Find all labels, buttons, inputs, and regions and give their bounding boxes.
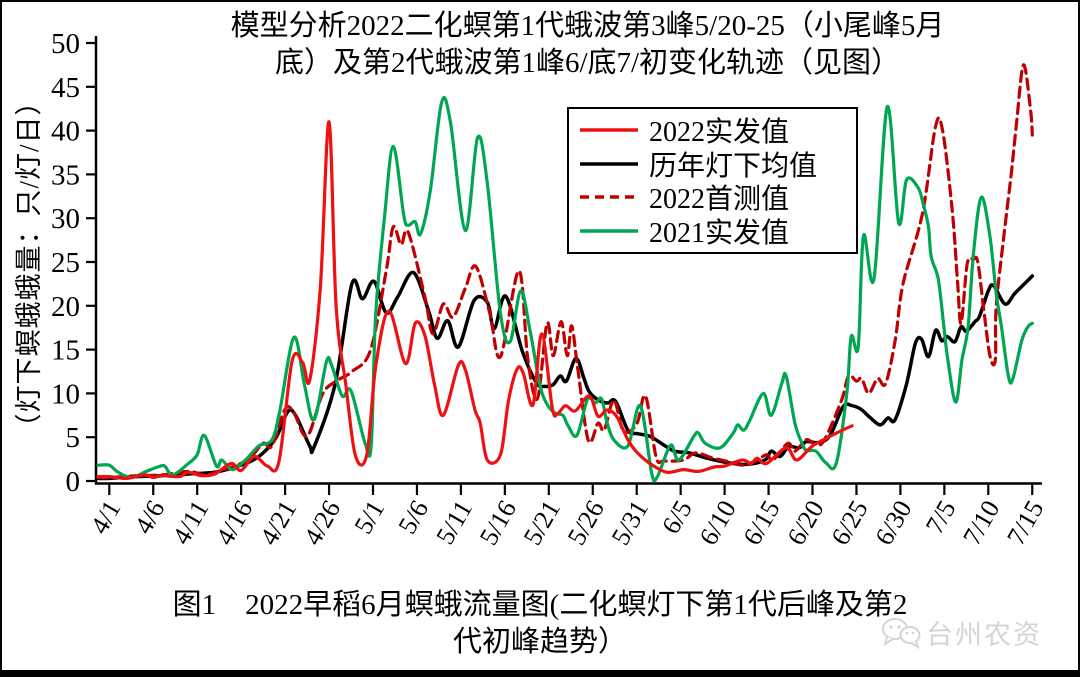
x-tick-label: 5/31 <box>606 496 654 551</box>
legend-line-sample <box>580 229 638 233</box>
legend-line-sample <box>580 161 638 166</box>
chart-title-line1: 模型分析2022二化螟第1代蛾波第3峰5/20-25（小尾峰5月 <box>230 10 945 42</box>
x-tick-label: 7/15 <box>1001 496 1049 551</box>
y-tick-label: 5 <box>66 422 81 454</box>
x-tick-label: 5/21 <box>518 496 566 551</box>
x-tick-label: 6/25 <box>825 496 873 551</box>
x-tick-label: 6/30 <box>869 496 917 551</box>
figure-caption-line2: 代初峰趋势） <box>452 626 627 658</box>
x-tick-label: 4/21 <box>254 496 302 551</box>
legend-row-3: 2021实发值 <box>579 215 850 249</box>
legend-label: 2022首测值 <box>649 184 790 216</box>
y-tick-label: 45 <box>51 72 80 104</box>
legend: 2022实发值 历年灯下均值 2022首测值 2021实发值 <box>567 107 858 254</box>
legend-label: 历年灯下均值 <box>649 150 818 182</box>
x-tick-label: 4/11 <box>167 496 215 550</box>
legend-row-2: 2022首测值 <box>579 181 850 215</box>
x-tick-label: 5/6 <box>392 496 434 539</box>
legend-row-0: 2022实发值 <box>579 113 850 148</box>
legend-label: 2021实发值 <box>649 218 790 250</box>
y-tick-label: 20 <box>51 291 80 323</box>
chart-title: 模型分析2022二化螟第1代蛾波第3峰5/20-25（小尾峰5月 底）及第2代蛾… <box>120 8 1055 82</box>
x-tick-label: 4/16 <box>210 496 258 551</box>
y-tick-label: 40 <box>51 116 80 148</box>
figure-caption: 图1 2022早稻6月螟蛾流量图(二化螟灯下第1代后峰及第2 代初峰趋势） <box>60 587 1020 661</box>
y-tick-label: 15 <box>51 335 80 367</box>
x-tick-label: 7/5 <box>920 496 962 539</box>
x-tick-label: 7/10 <box>957 496 1005 551</box>
y-axis-label: （灯下螟蛾蛾量：只/灯/日） <box>14 87 44 441</box>
x-tick-label: 4/6 <box>129 496 171 539</box>
x-tick-label: 5/16 <box>474 496 522 551</box>
x-tick-label: 6/5 <box>656 496 698 539</box>
axes <box>94 36 1042 485</box>
x-tick-label: 6/10 <box>694 496 742 551</box>
wechat-icon <box>882 617 921 649</box>
y-tick-label: 50 <box>51 28 80 60</box>
chart-title-line2: 底）及第2代蛾波第1峰6/底7/初变化轨迹（见图） <box>274 47 901 79</box>
series-2022实发值 <box>96 120 854 481</box>
watermark-text: 台州农资 <box>926 620 1042 650</box>
series-2021实发值 <box>96 96 1034 483</box>
series-历年灯下均值 <box>96 270 1035 481</box>
y-tick-label: 0 <box>66 466 81 498</box>
series-2022首测值 <box>96 63 1034 480</box>
y-tick-label: 35 <box>51 159 80 191</box>
watermark: 台州农资 <box>880 613 1042 652</box>
legend-label: 2022实发值 <box>649 116 790 148</box>
y-tick-label: 10 <box>51 378 80 410</box>
x-tick-label: 6/20 <box>781 496 829 551</box>
x-tick-label: 4/1 <box>85 496 127 539</box>
legend-line-sample <box>580 195 638 200</box>
figure-caption-line1: 图1 2022早稻6月螟蛾流量图(二化螟灯下第1代后峰及第2 <box>172 589 908 621</box>
legend-row-1: 历年灯下均值 <box>579 147 850 182</box>
x-tick-label: 5/26 <box>562 496 610 551</box>
y-tick-label: 25 <box>51 247 80 279</box>
x-tick-label: 4/26 <box>298 496 346 551</box>
x-tick-label: 5/1 <box>348 496 390 539</box>
x-tick-label: 5/11 <box>430 496 478 550</box>
x-tick-label: 6/15 <box>738 496 786 551</box>
y-tick-label: 30 <box>51 203 80 235</box>
legend-line-sample <box>580 128 638 132</box>
